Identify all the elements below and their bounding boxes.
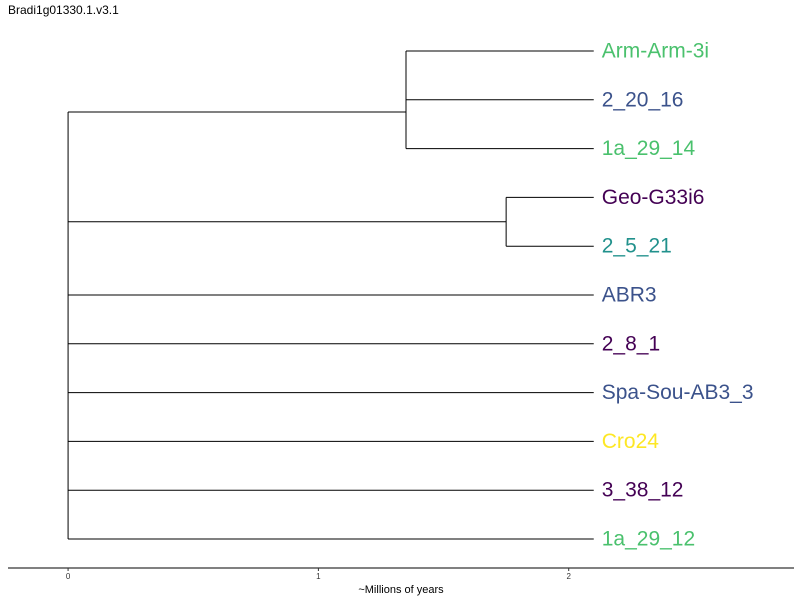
tip-label-7: Spa-Sou-AB3_3 <box>602 381 754 404</box>
x-axis-ticks: 0 1 2 <box>66 568 571 581</box>
tip-label-0: Arm-Arm-3i <box>602 40 709 63</box>
tip-labels: Arm-Arm-3i 2_20_16 1a_29_14 Geo-G33i6 2_5_21… <box>602 40 754 551</box>
tip-label-10: 1a_29_12 <box>602 528 695 551</box>
tip-label-8: Cro24 <box>602 430 660 453</box>
tip-label-5: ABR3 <box>602 284 657 307</box>
x-axis: 0 1 2 ~Millions of years <box>8 567 794 596</box>
tree-branches <box>67 50 594 540</box>
chart-title: Bradi1g01330.1.v3.1 <box>8 3 119 17</box>
tip-label-6: 2_8_1 <box>602 332 660 355</box>
tip-label-1: 2_20_16 <box>602 88 684 111</box>
x-tick-label-1: 1 <box>316 572 321 581</box>
tip-label-4: 2_5_21 <box>602 235 672 258</box>
x-tick-label-2: 2 <box>566 572 571 581</box>
tip-label-2: 1a_29_14 <box>602 137 696 160</box>
tip-label-9: 3_38_12 <box>602 479 684 502</box>
x-axis-title: ~Millions of years <box>358 584 444 596</box>
x-tick-label-0: 0 <box>66 572 71 581</box>
tip-label-3: Geo-G33i6 <box>602 186 705 209</box>
